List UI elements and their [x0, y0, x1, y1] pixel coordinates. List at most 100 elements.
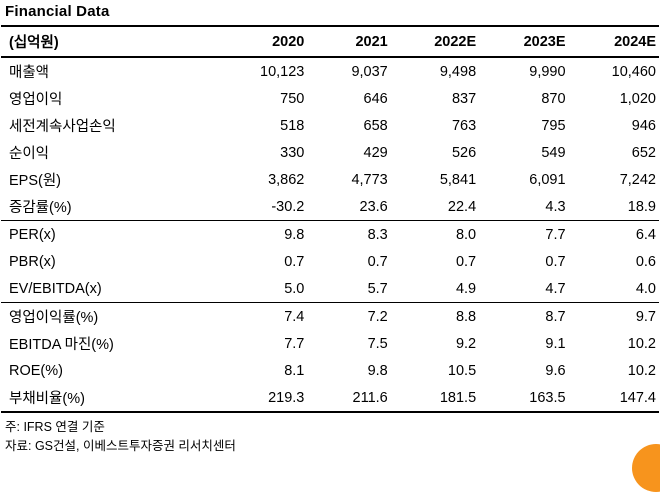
- table-cell: 0.7: [455, 253, 477, 270]
- col-header-2021: 2021: [307, 26, 391, 58]
- table-cell: 6.4: [635, 226, 656, 243]
- table-cell: 8.1: [284, 362, 305, 379]
- table-cell: 5.7: [307, 275, 391, 303]
- table-cell: 1,020: [619, 90, 656, 107]
- table-cell: 23.6: [307, 193, 391, 221]
- table-header-row: (십억원) 2020 2021 2022E 2023E 2024E: [1, 26, 659, 58]
- table-row-operating-profit: 영업이익 750 646 837 870 1,020: [1, 85, 659, 112]
- note-basis: 주: IFRS 연결 기준: [5, 420, 105, 434]
- table-row-eps: EPS(원) 3,862 4,773 5,841 6,091 7,242: [1, 166, 659, 193]
- table-cell: 5,841: [439, 171, 477, 188]
- table-cell: 9.8: [284, 226, 305, 243]
- col-header-2024e: 2024E: [568, 26, 659, 58]
- footnotes: 주: IFRS 연결 기준 자료: GS건설, 이베스트투자증권 리서치센터: [0, 413, 660, 456]
- table-cell: 946: [631, 117, 656, 134]
- table-cell: 750: [280, 90, 305, 107]
- table-cell: 795: [541, 117, 566, 134]
- table-cell: 163.5: [529, 389, 566, 406]
- table-row-per: PER(x) 9.8 8.3 8.0 7.7 6.4: [1, 221, 659, 249]
- table-cell: 7,242: [619, 171, 656, 188]
- table-row-pbr: PBR(x) 0.7 0.7 0.7 0.7 0.6: [1, 248, 659, 275]
- table-cell: 518: [280, 117, 305, 134]
- table-row-roe: ROE(%) 8.1 9.8 10.5 9.6 10.2: [1, 357, 659, 384]
- row-label: PER(x): [9, 226, 56, 243]
- table-cell: 18.9: [568, 193, 659, 221]
- col-header-2023e: 2023E: [479, 26, 569, 58]
- table-cell: 7.4: [284, 308, 305, 325]
- table-cell: 10,460: [611, 63, 656, 80]
- table-cell: 6,091: [529, 171, 566, 188]
- table-row-revenue: 매출액 10,123 9,037 9,498 9,990 10,460: [1, 57, 659, 85]
- table-cell: 3,862: [268, 171, 305, 188]
- row-label: 부채비율(%): [9, 391, 85, 407]
- table-cell: 9.1: [545, 335, 566, 352]
- report-page: Financial Data (십억원) 2020 2021 2022E 202…: [0, 3, 660, 492]
- page-title: Financial Data: [5, 3, 110, 20]
- table-cell: 9.8: [367, 362, 388, 379]
- table-cell: 429: [363, 144, 388, 161]
- table-cell: 8.8: [455, 308, 477, 325]
- note-source: 자료: GS건설, 이베스트투자증권 리서치센터: [5, 439, 236, 453]
- table-cell: 658: [363, 117, 388, 134]
- table-cell: 9.6: [545, 362, 566, 379]
- row-label: EPS(원): [9, 173, 62, 189]
- row-label: 영업이익률(%): [9, 310, 99, 326]
- table-cell: 0.6: [635, 253, 656, 270]
- unit-header: (십억원): [1, 26, 223, 58]
- table-cell: 4.0: [568, 275, 659, 303]
- table-cell: 9.2: [455, 335, 477, 352]
- financial-data-table: (십억원) 2020 2021 2022E 2023E 2024E 매출액 10…: [1, 25, 659, 413]
- table-row-operating-margin: 영업이익률(%) 7.4 7.2 8.8 8.7 9.7: [1, 303, 659, 331]
- table-cell: 8.0: [455, 226, 477, 243]
- table-cell: 330: [280, 144, 305, 161]
- table-cell: 549: [541, 144, 566, 161]
- table-cell: 652: [631, 144, 656, 161]
- table-cell: 0.7: [284, 253, 305, 270]
- table-cell: 7.7: [545, 226, 566, 243]
- row-label: EV/EBITDA(x): [1, 275, 223, 303]
- table-cell: 4.9: [390, 275, 480, 303]
- table-cell: 9,037: [351, 63, 388, 80]
- table-cell: 646: [363, 90, 388, 107]
- row-label: 증감률(%): [1, 193, 223, 221]
- table-row-ebitda-margin: EBITDA 마진(%) 7.7 7.5 9.2 9.1 10.2: [1, 330, 659, 357]
- table-cell: -30.2: [223, 193, 308, 221]
- table-row-eps-growth: 증감률(%) -30.2 23.6 22.4 4.3 18.9: [1, 193, 659, 221]
- table-cell: 4.3: [479, 193, 569, 221]
- table-cell: 9.7: [635, 308, 656, 325]
- table-row-pretax-income: 세전계속사업손익 518 658 763 795 946: [1, 112, 659, 139]
- table-cell: 5.0: [223, 275, 308, 303]
- table-cell: 10.2: [627, 335, 656, 352]
- table-row-ev-ebitda: EV/EBITDA(x) 5.0 5.7 4.9 4.7 4.0: [1, 275, 659, 303]
- row-label: 매출액: [9, 65, 50, 81]
- table-row-net-income: 순이익 330 429 526 549 652: [1, 139, 659, 166]
- table-cell: 211.6: [352, 389, 388, 406]
- row-label: 세전계속사업손익: [9, 119, 116, 135]
- table-cell: 147.4: [619, 389, 656, 406]
- table-cell: 219.3: [268, 389, 305, 406]
- table-cell: 7.7: [284, 335, 305, 352]
- table-cell: 526: [451, 144, 477, 161]
- row-label: 영업이익: [9, 92, 63, 108]
- table-cell: 8.7: [545, 308, 566, 325]
- table-cell: 8.3: [367, 226, 388, 243]
- table-cell: 9,498: [439, 63, 477, 80]
- row-label: ROE(%): [9, 362, 63, 379]
- table-cell: 181.5: [439, 389, 477, 406]
- table-cell: 4.7: [479, 275, 569, 303]
- table-cell: 10,123: [260, 63, 305, 80]
- col-header-2022e: 2022E: [390, 26, 480, 58]
- table-cell: 10.2: [627, 362, 656, 379]
- table-cell: 4,773: [351, 171, 388, 188]
- table-cell: 763: [451, 117, 477, 134]
- table-row-debt-ratio: 부채비율(%) 219.3 211.6 181.5 163.5 147.4: [1, 384, 659, 412]
- table-cell: 22.4: [390, 193, 480, 221]
- col-header-2020: 2020: [223, 26, 308, 58]
- table-cell: 7.5: [367, 335, 388, 352]
- table-cell: 10.5: [447, 362, 477, 379]
- row-label: EBITDA 마진(%): [9, 337, 114, 353]
- table-cell: 7.2: [367, 308, 388, 325]
- row-label: 순이익: [9, 146, 50, 162]
- table-cell: 870: [541, 90, 566, 107]
- table-cell: 9,990: [529, 63, 566, 80]
